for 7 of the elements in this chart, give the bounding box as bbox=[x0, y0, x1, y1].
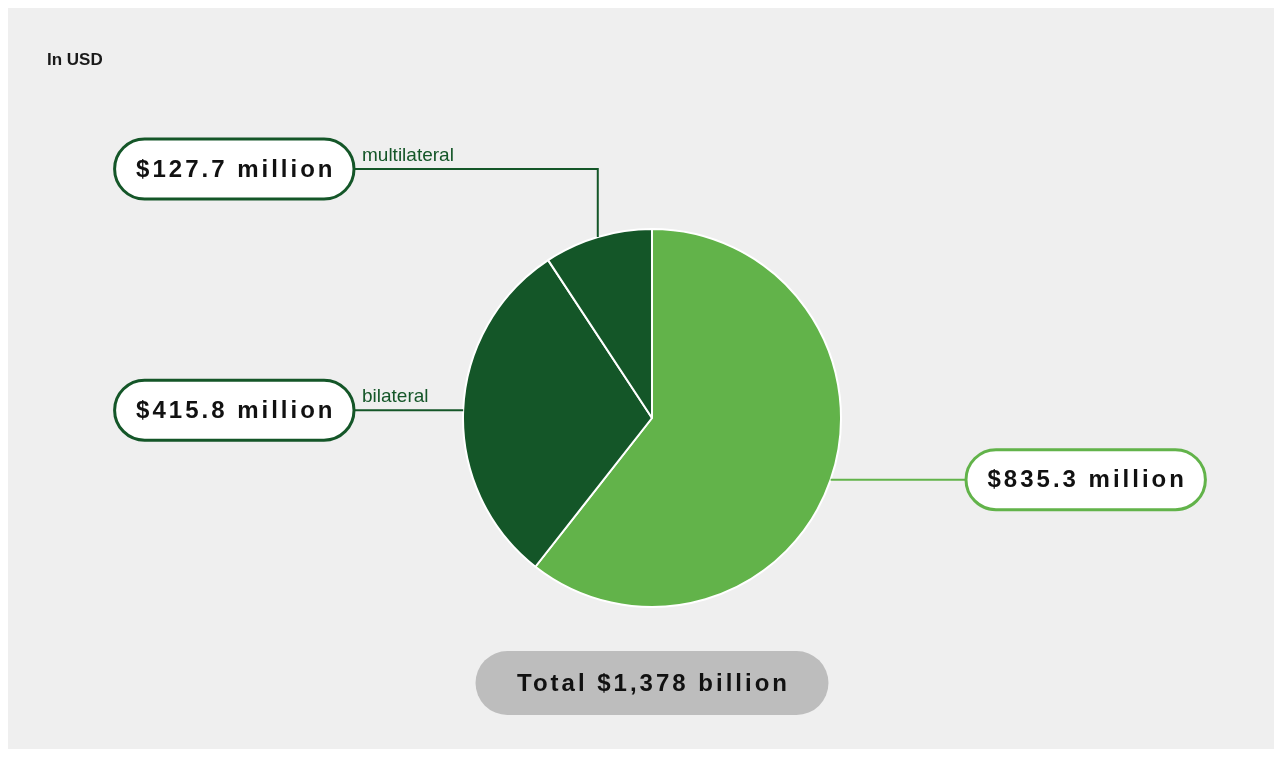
data-label: $127.7 million bbox=[136, 154, 336, 182]
data-label: $835.3 million bbox=[987, 465, 1187, 493]
chart-title: In USD bbox=[47, 49, 103, 69]
text: Total $1,378 billion bbox=[517, 668, 790, 696]
slice-label: bilateral bbox=[362, 384, 429, 406]
slice-label: multilateral bbox=[362, 143, 454, 165]
data-label: $415.8 million bbox=[136, 395, 336, 423]
